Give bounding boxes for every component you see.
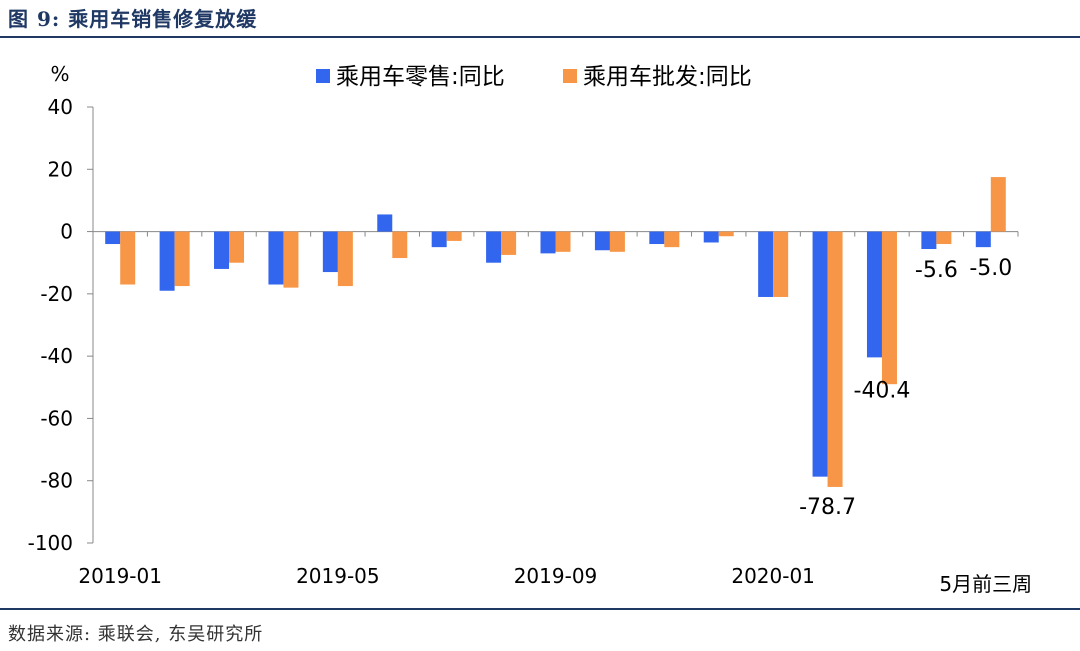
x-tick-label: 2020-01 (731, 564, 815, 588)
retail-bar (921, 231, 937, 250)
wholesale-bar (609, 231, 625, 252)
retail-bar (268, 231, 284, 285)
retail-bar (431, 231, 447, 248)
retail-bar (540, 231, 556, 254)
retail-bar (703, 231, 719, 243)
x-tick-label: 2019-01 (78, 564, 162, 588)
legend-swatch-wholesale (563, 69, 577, 83)
y-unit-label: % (50, 62, 69, 86)
data-label: -40.4 (854, 378, 911, 403)
x-tick-label: 5月前三周 (939, 572, 1032, 596)
retail-bar (322, 231, 338, 273)
x-tick-label: 2019-09 (514, 564, 598, 588)
y-tick-label: -40 (40, 344, 73, 368)
retail-bar (812, 231, 828, 477)
top-rule (0, 36, 1080, 38)
retail-bar (486, 231, 502, 263)
bottom-rule (0, 608, 1080, 610)
retail-bar (866, 231, 882, 358)
wholesale-bar (718, 231, 734, 237)
y-tick-label: 0 (60, 220, 73, 244)
wholesale-bar (229, 231, 245, 263)
y-tick-label: -80 (40, 469, 73, 493)
wholesale-bar (174, 231, 190, 287)
source-note: 数据来源: 乘联会, 东吴研究所 (8, 624, 264, 645)
bar-chart: 40 20 0 -20 -40 -60 -80 -100% 2019-01 2019-05 2019… (28, 62, 1033, 596)
wholesale-bar (664, 231, 680, 248)
y-tick-label: -20 (40, 282, 73, 306)
y-tick-label: -100 (28, 531, 73, 555)
retail-bar (377, 214, 393, 232)
retail-bar (594, 231, 610, 251)
wholesale-bar (501, 231, 517, 255)
retail-bar (214, 231, 230, 269)
wholesale-bar (555, 231, 571, 252)
wholesale-bar (936, 231, 952, 245)
wholesale-bar (827, 231, 843, 487)
legend-label-retail: 乘用车零售:同比 (336, 64, 505, 90)
data-label: -5.0 (969, 256, 1012, 281)
retail-bar (975, 231, 991, 248)
wholesale-bar (120, 231, 136, 285)
x-tick-label: 2019-05 (296, 564, 380, 588)
wholesale-bar (773, 231, 789, 297)
y-tick-label: 20 (48, 157, 73, 181)
wholesale-bar (283, 231, 299, 288)
retail-bar (105, 231, 121, 245)
retail-bar (159, 231, 175, 291)
wholesale-bar (337, 231, 353, 287)
data-label: -78.7 (799, 495, 856, 520)
wholesale-bar (990, 177, 1006, 232)
data-label: -5.6 (915, 258, 958, 283)
legend-swatch-retail (316, 69, 330, 83)
legend-label-wholesale: 乘用车批发:同比 (583, 64, 752, 90)
y-tick-label: -60 (40, 406, 73, 430)
retail-bar (649, 231, 665, 245)
y-tick-label: 40 (48, 95, 73, 119)
retail-bar (758, 231, 774, 297)
wholesale-bar (881, 231, 897, 385)
wholesale-bar (392, 231, 408, 259)
wholesale-bar (446, 231, 462, 241)
figure-title: 图 9: 乘用车销售修复放缓 (8, 7, 258, 31)
